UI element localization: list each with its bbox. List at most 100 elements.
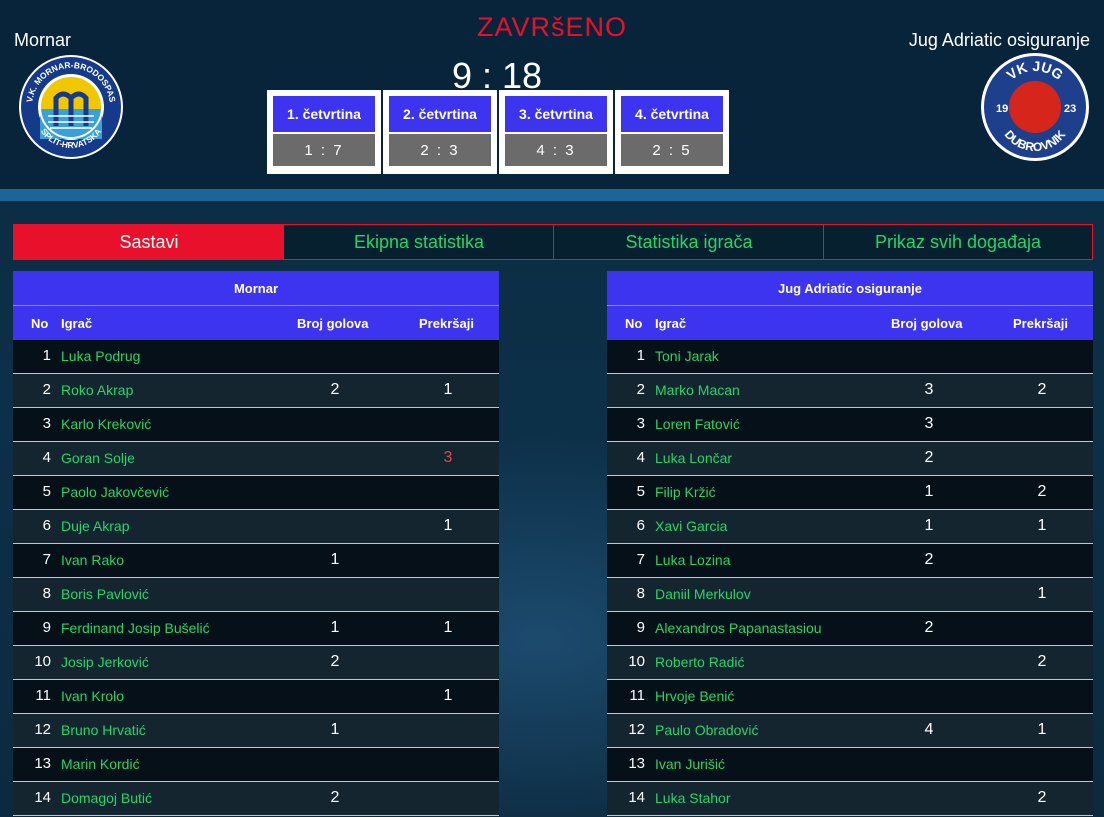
table-row: 7 Ivan Rako 1 (13, 544, 499, 578)
away-player-rows: 1 Toni Jarak 2 Marko Macan 3 2 3 Loren Fatović 3… (607, 340, 1093, 816)
player-fouls: 3 (443, 449, 453, 466)
player-fouls: 1 (443, 619, 453, 636)
player-number: 3 (636, 415, 645, 432)
player-name-link[interactable]: Roko Akrap (61, 382, 134, 398)
table-row: 8 Daniil Merkulov 1 (607, 578, 1093, 612)
player-name-link[interactable]: Paulo Obradović (655, 722, 759, 738)
player-name-link[interactable]: Marko Macan (655, 382, 740, 398)
column-fouls: Prekršaji (419, 316, 474, 331)
player-name-link[interactable]: Bruno Hrvatić (61, 722, 146, 738)
tab-statistika-igraca[interactable]: Statistika igrača (553, 224, 825, 260)
quarter-score: 2 : 3 (389, 134, 491, 166)
player-name-link[interactable]: Luka Lončar (655, 450, 733, 466)
player-name-link[interactable]: Ivan Krolo (61, 688, 125, 704)
table-row: 3 Karlo Kreković (13, 408, 499, 442)
away-lineup-table: Jug Adriatic osiguranje No Igrač Broj go… (607, 271, 1093, 816)
table-row: 9 Alexandros Papanastasiou 2 (607, 612, 1093, 646)
quarter-3: 3. četvrtina 4 : 3 (499, 90, 613, 174)
home-team-name: Mornar (14, 30, 72, 50)
player-number: 1 (636, 347, 645, 364)
player-fouls: 2 (1037, 483, 1047, 500)
table-row: 5 Filip Kržić 1 2 (607, 476, 1093, 510)
match-header: Mornar Jug Adriatic osiguranje V.K. MORN… (0, 0, 1104, 189)
table-row: 1 Toni Jarak (607, 340, 1093, 374)
player-name-link[interactable]: Roberto Radić (655, 654, 745, 670)
match-status: ZAVRšENO (476, 12, 627, 42)
player-goals: 2 (924, 551, 934, 568)
player-name-link[interactable]: Josip Jerković (61, 654, 149, 670)
player-name-link[interactable]: Marin Kordić (61, 756, 140, 772)
table-row: 6 Duje Akrap 1 (13, 510, 499, 544)
player-name-link[interactable]: Boris Pavlović (61, 586, 149, 602)
player-name-link[interactable]: Goran Solje (61, 450, 135, 466)
table-row: 13 Ivan Jurišić (607, 748, 1093, 782)
player-number: 3 (42, 415, 51, 432)
mornar-logo: V.K. MORNAR-BRODOSPAS SPLIT-HRVATSKA (19, 55, 123, 159)
player-name-link[interactable]: Hrvoje Benić (655, 688, 735, 704)
player-number: 10 (628, 653, 645, 670)
jug-logo-left-text: 19 (996, 103, 1008, 115)
player-name-link[interactable]: Duje Akrap (61, 518, 130, 534)
player-goals: 2 (330, 381, 340, 398)
home-player-rows: 1 Luka Podrug 2 Roko Akrap 2 1 3 Karlo Kreković… (13, 340, 499, 816)
table-row: 7 Luka Lozina 2 (607, 544, 1093, 578)
player-name-link[interactable]: Xavi Garcia (655, 518, 728, 534)
player-goals: 1 (330, 619, 340, 636)
tab-sastavi[interactable]: Sastavi (13, 224, 285, 260)
tab-prikaz-dogadaja[interactable]: Prikaz svih događaja (823, 224, 1093, 260)
quarter-score: 1 : 7 (273, 134, 375, 166)
player-name-link[interactable]: Loren Fatović (655, 416, 740, 432)
player-fouls: 2 (1037, 789, 1047, 806)
away-table-title: Jug Adriatic osiguranje (607, 271, 1093, 306)
player-goals: 1 (924, 483, 934, 500)
player-name-link[interactable]: Paolo Jakovčević (61, 484, 170, 500)
player-name-link[interactable]: Toni Jarak (655, 348, 719, 364)
player-goals: 2 (330, 789, 340, 806)
table-row: 11 Hrvoje Benić (607, 680, 1093, 714)
player-goals: 1 (330, 551, 340, 568)
player-number: 2 (42, 381, 51, 398)
table-row: 10 Josip Jerković 2 (13, 646, 499, 680)
player-number: 4 (42, 449, 51, 466)
player-goals: 2 (924, 449, 934, 466)
player-goals: 3 (924, 381, 934, 398)
quarter-label: 2. četvrtina (389, 96, 491, 132)
table-row: 10 Roberto Radić 2 (607, 646, 1093, 680)
quarter-2: 2. četvrtina 2 : 3 (383, 90, 497, 174)
column-fouls: Prekršaji (1013, 316, 1068, 331)
quarter-score: 2 : 5 (621, 134, 723, 166)
player-name-link[interactable]: Ivan Jurišić (655, 756, 726, 772)
quarter-label: 1. četvrtina (273, 96, 375, 132)
column-player: Igrač (61, 316, 93, 331)
player-name-link[interactable]: Domagoj Butić (61, 790, 153, 806)
jug-logo-right-text: 23 (1064, 103, 1076, 115)
player-name-link[interactable]: Daniil Merkulov (655, 586, 751, 602)
player-number: 14 (628, 789, 645, 806)
player-name-link[interactable]: Filip Kržić (655, 484, 716, 500)
player-name-link[interactable]: Alexandros Papanastasiou (655, 620, 822, 636)
table-row: 6 Xavi Garcia 1 1 (607, 510, 1093, 544)
player-number: 7 (42, 551, 51, 568)
player-name-link[interactable]: Luka Podrug (61, 348, 141, 364)
column-goals: Broj golova (297, 316, 369, 331)
table-row: 14 Domagoj Butić 2 (13, 782, 499, 816)
player-number: 11 (629, 687, 645, 704)
table-row: 13 Marin Kordić (13, 748, 499, 782)
player-number: 11 (35, 687, 51, 704)
player-fouls: 2 (1037, 381, 1047, 398)
table-row: 3 Loren Fatović 3 (607, 408, 1093, 442)
player-goals: 1 (330, 721, 340, 738)
player-number: 9 (42, 619, 51, 636)
home-table-header: No Igrač Broj golova Prekršaji (13, 306, 499, 340)
tab-ekipna-statistika[interactable]: Ekipna statistika (283, 224, 555, 260)
player-fouls: 2 (1037, 653, 1047, 670)
player-name-link[interactable]: Ferdinand Josip Bušelić (61, 620, 210, 636)
player-goals: 2 (330, 653, 340, 670)
player-name-link[interactable]: Ivan Rako (61, 552, 125, 568)
player-name-link[interactable]: Luka Lozina (655, 552, 731, 568)
player-number: 12 (628, 721, 645, 738)
player-name-link[interactable]: Karlo Kreković (61, 416, 152, 432)
header-divider (0, 189, 1104, 201)
player-name-link[interactable]: Luka Stahor (655, 790, 731, 806)
